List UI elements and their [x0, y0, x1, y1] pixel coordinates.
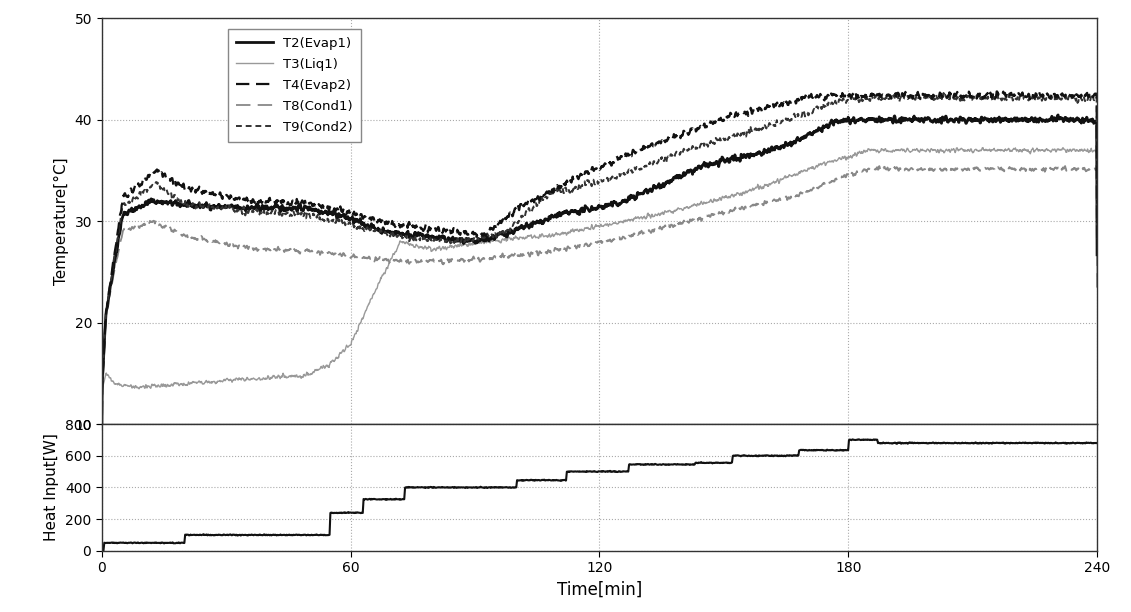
Line: T9(Cond2): T9(Cond2) [102, 93, 1097, 436]
T2(Evap1) [122, 206, 136, 214]
T9(Cond2) [204, 204, 217, 211]
T2(Evap1) [1090, 251, 1104, 258]
Line: T8(Cond1): T8(Cond1) [102, 166, 1097, 435]
T3(Liq1) [232, 375, 245, 382]
T4(Evap2) [95, 431, 109, 438]
T4(Evap2) [991, 88, 1004, 95]
T8(Cond1) [938, 165, 951, 173]
T3(Liq1) [172, 381, 185, 389]
T9(Cond2) [936, 89, 950, 97]
T3(Liq1) [938, 148, 951, 155]
Line: T4(Evap2): T4(Evap2) [102, 91, 1097, 435]
T3(Liq1) [122, 382, 136, 390]
T8(Cond1) [172, 230, 185, 237]
Line: T2(Evap1): T2(Evap1) [102, 115, 1097, 435]
Y-axis label: Heat Input[W]: Heat Input[W] [44, 433, 60, 542]
T2(Evap1) [1052, 111, 1065, 119]
T8(Cond1) [232, 243, 245, 250]
T3(Liq1) [1090, 272, 1104, 280]
T9(Cond2) [546, 188, 560, 196]
T3(Liq1) [204, 378, 217, 386]
T2(Evap1) [172, 200, 185, 207]
T3(Liq1) [546, 233, 560, 240]
T9(Cond2) [122, 198, 136, 205]
T3(Liq1) [976, 144, 990, 151]
T9(Cond2) [939, 91, 952, 99]
T4(Evap2) [1090, 235, 1104, 242]
T8(Cond1) [122, 225, 136, 233]
T2(Evap1) [232, 204, 245, 212]
T4(Evap2) [938, 93, 951, 100]
T8(Cond1) [204, 237, 217, 245]
T8(Cond1) [546, 249, 560, 256]
T9(Cond2) [232, 207, 245, 215]
Line: T3(Liq1): T3(Liq1) [102, 147, 1097, 437]
Legend: T2(Evap1), T3(Liq1), T4(Evap2), T8(Cond1), T9(Cond2): T2(Evap1), T3(Liq1), T4(Evap2), T8(Cond1… [227, 29, 361, 141]
T9(Cond2) [1090, 237, 1104, 245]
T4(Evap2) [204, 190, 217, 198]
T4(Evap2) [172, 179, 185, 187]
T4(Evap2) [122, 191, 136, 198]
Y-axis label: Temperature[°C]: Temperature[°C] [54, 157, 69, 285]
T2(Evap1) [204, 206, 217, 214]
T2(Evap1) [546, 214, 560, 221]
T8(Cond1) [1059, 162, 1072, 170]
T4(Evap2) [232, 194, 245, 201]
T4(Evap2) [546, 187, 560, 195]
T9(Cond2) [172, 196, 185, 204]
T2(Evap1) [938, 116, 951, 124]
T8(Cond1) [95, 431, 109, 438]
T9(Cond2) [95, 432, 109, 439]
T8(Cond1) [1090, 284, 1104, 291]
T2(Evap1) [95, 431, 109, 438]
X-axis label: Time[min]: Time[min] [556, 581, 642, 599]
T3(Liq1) [95, 433, 109, 441]
